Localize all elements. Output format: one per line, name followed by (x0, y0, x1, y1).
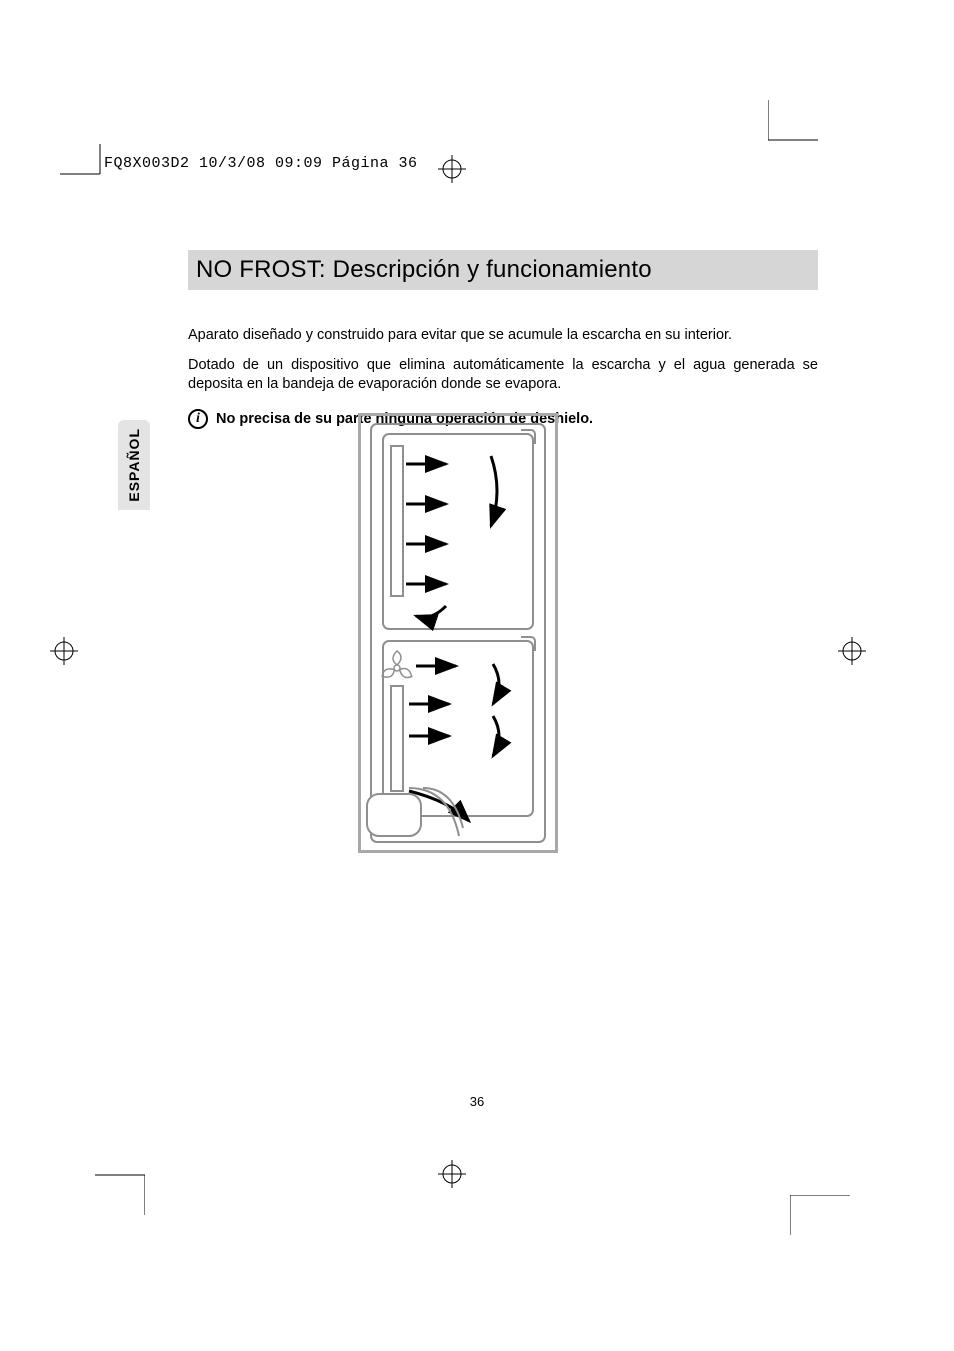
crop-mark-bl (95, 1155, 145, 1215)
info-icon: i (188, 409, 208, 429)
paragraph-2: Dotado de un dispositivo que elimina aut… (188, 356, 818, 395)
crop-mark-tr (768, 100, 818, 160)
registration-mark-left (50, 637, 78, 665)
registration-mark-bottom (438, 1160, 466, 1188)
paragraph-1: Aparato diseñado y construido para evita… (188, 326, 818, 346)
registration-mark-right (838, 637, 866, 665)
language-tab-label: ESPAÑOL (126, 428, 142, 502)
language-tab: ESPAÑOL (118, 420, 150, 510)
section-heading: NO FROST: Descripción y funcionamiento (188, 250, 818, 290)
crop-mark-br (790, 1195, 860, 1245)
content-area: NO FROST: Descripción y funcionamiento A… (188, 250, 818, 429)
registration-mark-top (438, 155, 466, 183)
print-header-line: FQ8X003D2 10/3/08 09:09 Página 36 (104, 155, 418, 172)
page-number: 36 (0, 1094, 954, 1109)
airflow-diagram (358, 413, 558, 853)
